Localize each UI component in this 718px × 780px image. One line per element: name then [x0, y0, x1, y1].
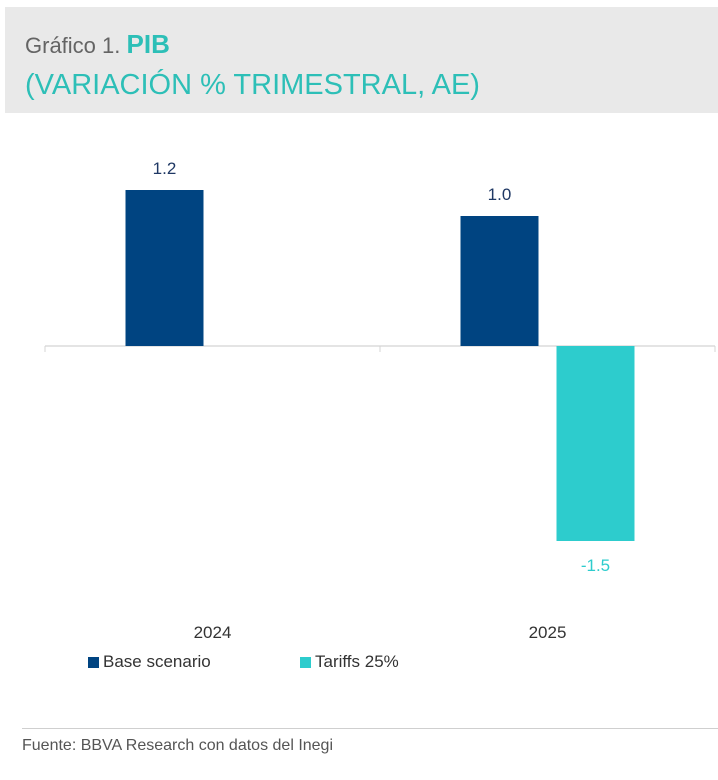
legend-label-base-scenario: Base scenario — [103, 652, 211, 671]
bar-base-scenario-2025 — [460, 216, 539, 346]
legend-swatch-base-scenario — [88, 656, 99, 668]
data-label-base-scenario-2025: 1.0 — [488, 185, 512, 204]
source-note: Fuente: BBVA Research con datos del Ineg… — [22, 737, 334, 754]
bar-base-scenario-2024 — [125, 190, 204, 346]
x-tick-label-2024: 2024 — [194, 623, 232, 642]
data-label-base-scenario-2024: 1.2 — [153, 159, 177, 178]
chart-title-prefix: Gráfico 1. — [25, 33, 121, 58]
chart-legend: Base scenario Tariffs 25% — [0, 652, 718, 674]
chart-header: Gráfico 1. PIB (VARIACIÓN % TRIMESTRAL, … — [5, 7, 718, 113]
bar-tariffs-25-2025 — [556, 346, 635, 541]
chart-title: Gráfico 1. PIB — [25, 29, 170, 60]
chart-subtitle: (VARIACIÓN % TRIMESTRAL, AE) — [25, 69, 480, 101]
data-label-tariffs-25-2025: -1.5 — [581, 556, 610, 575]
x-tick-label-2025: 2025 — [529, 623, 567, 642]
legend-label-tariffs: Tariffs 25% — [315, 652, 399, 671]
legend-item-tariffs: Tariffs 25% — [300, 652, 399, 672]
chart-title-main: PIB — [126, 29, 170, 59]
legend-item-base-scenario: Base scenario — [88, 652, 211, 672]
legend-swatch-tariffs — [300, 656, 311, 668]
bar-chart: 1.2 2024 1.0 -1.5 2025 — [44, 159, 716, 642]
source-divider — [22, 728, 718, 729]
